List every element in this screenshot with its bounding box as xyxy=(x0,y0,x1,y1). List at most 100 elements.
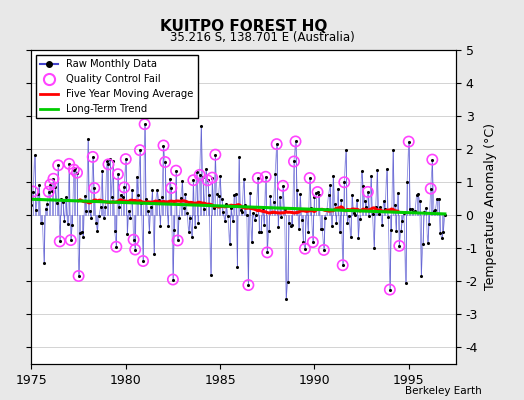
Point xyxy=(178,178,187,184)
Point xyxy=(195,172,204,178)
Point xyxy=(345,213,353,219)
Point xyxy=(387,227,396,233)
Point xyxy=(362,204,370,210)
Point xyxy=(145,228,154,235)
Point xyxy=(136,147,144,153)
Point xyxy=(309,239,317,245)
Point xyxy=(277,214,286,220)
Point xyxy=(401,280,410,286)
Point xyxy=(177,195,185,201)
Point xyxy=(280,205,289,212)
Point xyxy=(431,207,440,213)
Point xyxy=(390,202,399,208)
Point xyxy=(381,206,389,213)
Point xyxy=(156,222,165,229)
Point xyxy=(173,237,182,244)
Point xyxy=(398,218,407,224)
Point xyxy=(291,138,300,145)
Point xyxy=(329,172,337,179)
Point xyxy=(122,156,130,162)
Point xyxy=(304,229,312,235)
Point xyxy=(172,168,180,174)
Point xyxy=(49,176,58,182)
Point xyxy=(120,184,128,191)
Point xyxy=(249,210,257,217)
Point xyxy=(433,196,441,202)
Point xyxy=(368,211,377,218)
Point xyxy=(191,224,199,230)
Point xyxy=(315,192,323,198)
Point xyxy=(257,229,265,235)
Point xyxy=(365,213,374,219)
Point xyxy=(233,264,242,270)
Point xyxy=(159,142,168,149)
Point xyxy=(364,189,372,195)
Point xyxy=(89,154,97,160)
Point xyxy=(111,228,119,234)
Point xyxy=(247,238,256,245)
Point xyxy=(386,286,394,293)
Point xyxy=(389,147,397,154)
Point xyxy=(183,210,191,216)
Point xyxy=(51,184,59,190)
Point xyxy=(180,205,188,212)
Point xyxy=(29,188,37,195)
Point xyxy=(337,196,345,203)
Point xyxy=(427,186,435,192)
Point xyxy=(203,177,212,184)
Point xyxy=(56,238,64,245)
Point xyxy=(225,241,234,248)
Point xyxy=(219,208,227,215)
Point xyxy=(217,195,226,202)
Point xyxy=(367,173,375,180)
Point xyxy=(318,225,326,232)
Point xyxy=(350,210,358,216)
Point xyxy=(227,205,235,212)
Point xyxy=(131,246,139,253)
Point xyxy=(159,142,168,149)
Point xyxy=(123,231,132,237)
Point xyxy=(395,243,403,249)
Point xyxy=(331,201,339,207)
Point xyxy=(74,273,83,279)
Point xyxy=(167,185,176,191)
Point xyxy=(106,156,114,162)
Point xyxy=(79,234,88,240)
Point xyxy=(313,189,322,195)
Point xyxy=(203,177,212,184)
Point xyxy=(405,138,413,145)
Point xyxy=(150,251,158,258)
Point xyxy=(310,194,319,200)
Point xyxy=(423,240,432,246)
Point xyxy=(285,219,293,226)
Point xyxy=(419,241,427,247)
Point xyxy=(328,223,336,229)
Point xyxy=(89,154,97,160)
Point xyxy=(118,194,127,200)
Point xyxy=(125,207,133,214)
Point xyxy=(221,218,229,224)
Point xyxy=(320,247,328,253)
Point xyxy=(395,243,403,249)
Point xyxy=(339,262,347,268)
Point xyxy=(228,218,237,224)
Point xyxy=(122,156,130,162)
Point xyxy=(90,185,99,191)
Point xyxy=(148,187,157,194)
Point xyxy=(384,214,392,220)
Point xyxy=(346,234,355,240)
Point xyxy=(359,182,367,189)
Point xyxy=(115,204,124,210)
Point xyxy=(211,152,220,158)
Point xyxy=(296,191,304,198)
Point xyxy=(425,221,433,228)
Point xyxy=(323,206,331,212)
Point xyxy=(361,198,369,204)
Point xyxy=(117,192,125,198)
Point xyxy=(200,206,209,212)
Point xyxy=(195,172,204,178)
Point xyxy=(252,212,260,218)
Point xyxy=(211,152,220,158)
Point xyxy=(239,176,248,182)
Point xyxy=(272,141,281,147)
